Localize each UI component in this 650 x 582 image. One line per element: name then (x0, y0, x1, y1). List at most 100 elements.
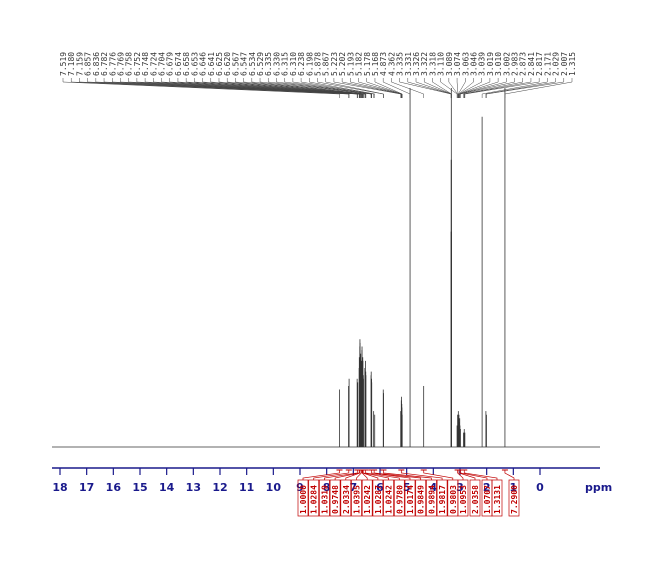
x-tick-label: 11 (239, 481, 254, 494)
x-tick-label: 16 (106, 481, 122, 494)
integral-box (372, 479, 384, 517)
peak-leader (62, 78, 340, 98)
integral-leader (362, 470, 389, 480)
integral-label: 7.2900 (510, 485, 519, 514)
integral-label: 1.0242 (363, 485, 372, 514)
integral-leader (400, 470, 443, 480)
peak-label: 6.704 (158, 52, 167, 76)
peak-label: 2.817 (535, 52, 544, 76)
x-tick-label: 18 (52, 481, 67, 494)
peak-label: 6.625 (215, 52, 224, 76)
integral-box (340, 479, 352, 517)
peak-label: 5.168 (371, 52, 380, 76)
integral-label: 1.3131 (493, 485, 502, 514)
integral-leader (313, 470, 350, 480)
peak-label: 5.878 (314, 52, 323, 76)
integral-box (393, 479, 405, 517)
integral-leader (345, 470, 361, 480)
integral-label: 1.0174 (406, 485, 415, 514)
peak-label: 6.752 (133, 52, 142, 76)
peak-label: 3.002 (502, 52, 511, 76)
peak-leader (458, 78, 482, 98)
peak-leader (448, 78, 458, 98)
peak-leader (407, 78, 452, 98)
peak-leader (456, 78, 459, 98)
peak-leader (259, 78, 367, 98)
peak-label: 2.873 (519, 52, 528, 76)
peak-label: 5.182 (355, 52, 364, 76)
peak-label: 6.310 (289, 52, 298, 76)
peak-leader (177, 78, 363, 98)
peak-leader (210, 78, 364, 98)
x-tick-label: 2 (483, 481, 491, 494)
integral-leader (458, 470, 476, 480)
peak-label: 6.330 (272, 52, 281, 76)
integral-label: 2.0358 (471, 485, 480, 514)
integral-label: 0.9748 (331, 485, 340, 514)
integral-box (383, 479, 394, 517)
integral-label: 1.0319 (320, 485, 329, 514)
x-tick-label: 12 (212, 481, 227, 494)
x-tick-label: 5 (403, 481, 411, 494)
peak-leader (144, 78, 361, 98)
peak-label: 6.335 (264, 52, 273, 76)
peak-label: 3.326 (412, 52, 421, 76)
x-tick-label: 13 (186, 481, 201, 494)
integral-box (469, 479, 481, 517)
x-tick-label: 7 (350, 481, 358, 494)
peak-label: 3.335 (396, 52, 405, 76)
x-tick-label: 6 (376, 481, 384, 494)
integral-box (361, 479, 373, 517)
integral-label: 1.0395 (353, 485, 362, 514)
peak-label: 3.089 (445, 52, 454, 76)
peak-leader (464, 78, 540, 98)
integral-box (404, 479, 416, 517)
integral-leader (302, 470, 340, 480)
peak-leader (460, 78, 515, 98)
peak-label: 6.315 (281, 52, 290, 76)
peak-leader (226, 78, 364, 98)
peak-label: 7.159 (75, 52, 84, 76)
integral-leader (334, 470, 360, 480)
peak-leader (486, 78, 565, 98)
integral-box (436, 479, 448, 517)
peak-leader (300, 78, 374, 98)
integral-label: 0.9803 (449, 485, 458, 514)
peak-label: 6.679 (166, 52, 175, 76)
integral-leader (383, 470, 432, 480)
integral-leader (356, 470, 362, 480)
peak-label: 6.658 (182, 52, 191, 76)
peak-label: 2.029 (552, 52, 561, 76)
peak-leader (161, 78, 362, 98)
peak-label: 6.529 (256, 52, 265, 76)
peak-leader (432, 78, 452, 98)
peak-leader (333, 78, 401, 98)
x-tick-label: 9 (296, 481, 304, 494)
peak-leader (440, 78, 458, 98)
integral-leader (361, 470, 368, 480)
x-tick-label: 10 (266, 481, 282, 494)
peak-label: 2.171 (543, 52, 552, 76)
peak-leader (391, 78, 424, 98)
peak-leader (463, 78, 523, 98)
peak-leader (79, 78, 350, 98)
peak-label: 3.331 (404, 52, 413, 76)
peak-leader (382, 78, 411, 98)
peak-label: 4.873 (379, 52, 388, 76)
peak-label: 6.782 (100, 52, 109, 76)
peak-leader (459, 78, 507, 98)
peak-label: 2.007 (560, 52, 569, 76)
peak-leader (458, 78, 466, 98)
peak-label: 6.769 (116, 52, 125, 76)
peak-leader (366, 78, 403, 98)
peak-label: 6.534 (248, 52, 257, 76)
peak-label: 3.019 (486, 52, 495, 76)
integral-label: 0.9849 (417, 485, 426, 514)
peak-label: 6.674 (174, 52, 183, 76)
peak-label: 3.322 (420, 52, 429, 76)
peak-label: 6.238 (297, 52, 306, 76)
integral-leader (324, 470, 358, 480)
integral-box (426, 479, 437, 517)
integral-label: 1.0707 (483, 485, 492, 514)
